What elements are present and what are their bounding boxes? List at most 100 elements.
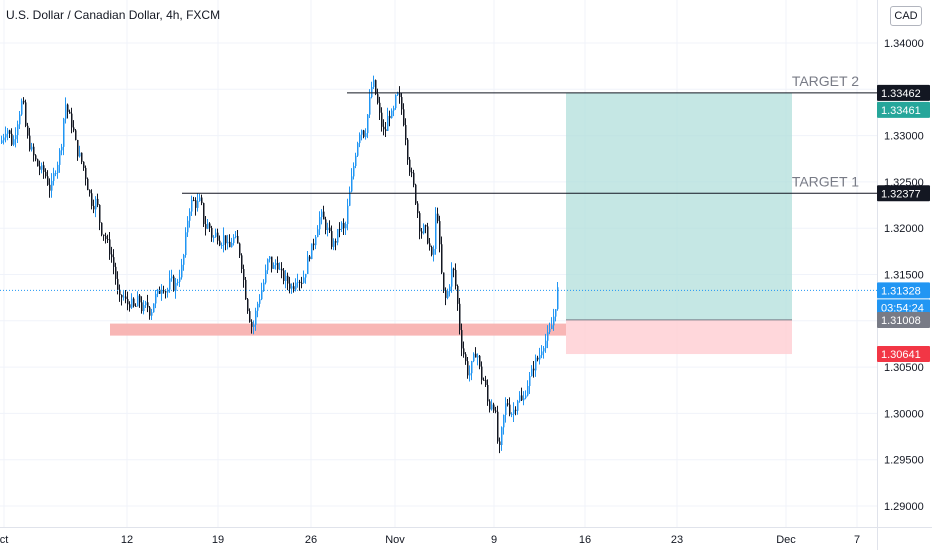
candle-body [303, 277, 305, 283]
candle-body [233, 237, 235, 244]
candle [353, 162, 355, 180]
candle-body [475, 353, 477, 358]
candle-body [319, 217, 321, 230]
candle [343, 218, 345, 236]
candle-body [527, 385, 529, 396]
candle-body [283, 270, 285, 281]
price-axis[interactable]: 1.290001.295001.300001.305001.310001.315… [877, 0, 932, 550]
candle-body [73, 127, 75, 131]
candle [505, 397, 507, 423]
price-label-target: 1.33461 [877, 101, 930, 118]
candle-body [13, 139, 15, 145]
candle-body [107, 239, 109, 241]
candle-body [393, 108, 395, 111]
currency-button[interactable]: CAD [890, 6, 922, 26]
price-label-timer: 03:54:24 [877, 299, 930, 316]
candle-body [235, 235, 237, 238]
candle [79, 145, 81, 158]
candle [429, 238, 431, 251]
candle-body [145, 302, 147, 306]
candle-body [89, 190, 91, 194]
candle-body [267, 259, 269, 271]
candle-body [253, 324, 255, 327]
candle [111, 246, 113, 263]
candle [157, 288, 159, 298]
candle-body [115, 266, 117, 279]
candle [377, 88, 379, 105]
candle-body [339, 228, 341, 230]
candle [223, 227, 225, 253]
candle-body [429, 243, 431, 247]
candle-body [311, 243, 313, 260]
price-tick-label: 1.29000 [884, 501, 924, 513]
candle-body [491, 404, 493, 410]
candle-body [21, 100, 23, 115]
candle [265, 264, 267, 285]
candle [383, 119, 385, 136]
candle [69, 109, 71, 114]
candle-body [467, 361, 469, 376]
candle-body [179, 277, 181, 282]
position-zones [110, 92, 792, 355]
candle-body [269, 256, 271, 260]
candle [525, 390, 527, 400]
candle-body [425, 225, 427, 227]
candle [361, 129, 363, 141]
candle-body [487, 384, 489, 402]
candle-body [275, 262, 277, 266]
candle [77, 139, 79, 161]
candle [249, 308, 251, 323]
candle [55, 170, 57, 177]
candle-body [147, 302, 149, 308]
candle [307, 251, 309, 275]
candle [455, 263, 457, 290]
candle-body [221, 245, 223, 247]
candle-body [167, 289, 169, 293]
price-label-bg [877, 84, 930, 101]
price-label-text: 1.31008 [881, 315, 921, 327]
candle [233, 234, 235, 246]
candle [141, 296, 143, 314]
candle [207, 218, 209, 230]
candle-body [463, 348, 465, 355]
candle-body [231, 243, 233, 248]
candle-body [61, 146, 63, 151]
time-axis[interactable]: ct 12 19 26 Nov 9 16 23 Dec 7 [0, 527, 932, 547]
candle-body [447, 291, 449, 298]
candle-body [51, 180, 53, 191]
candle [445, 287, 447, 306]
candle [395, 94, 397, 110]
candle-body [419, 213, 421, 232]
candle [91, 189, 93, 210]
candle-body [127, 299, 129, 305]
price-label-entry: 1.31008 [877, 312, 930, 329]
candle [113, 249, 115, 275]
candle-body [39, 166, 41, 170]
price-tick-label: 1.33000 [884, 131, 924, 143]
candle-body [519, 395, 521, 402]
candle-body [469, 373, 471, 376]
candle [119, 284, 121, 302]
candle [35, 154, 37, 162]
candle-body [395, 95, 397, 109]
candle-body [143, 305, 145, 312]
candle [541, 345, 543, 359]
candle-body [405, 125, 407, 140]
candle [283, 267, 285, 285]
candle [313, 238, 315, 251]
candle [183, 253, 185, 271]
candle-body [551, 325, 553, 329]
candle-body [555, 309, 557, 317]
candle [367, 113, 369, 139]
candle-body [471, 361, 473, 374]
candle-body [85, 167, 87, 179]
candle-body [193, 200, 195, 202]
candle-body [225, 235, 227, 244]
candle [311, 243, 313, 260]
candle-body [133, 298, 135, 306]
candle [109, 231, 111, 260]
price-label-bg [877, 282, 930, 299]
candle-body [229, 241, 231, 248]
candle [189, 208, 191, 228]
